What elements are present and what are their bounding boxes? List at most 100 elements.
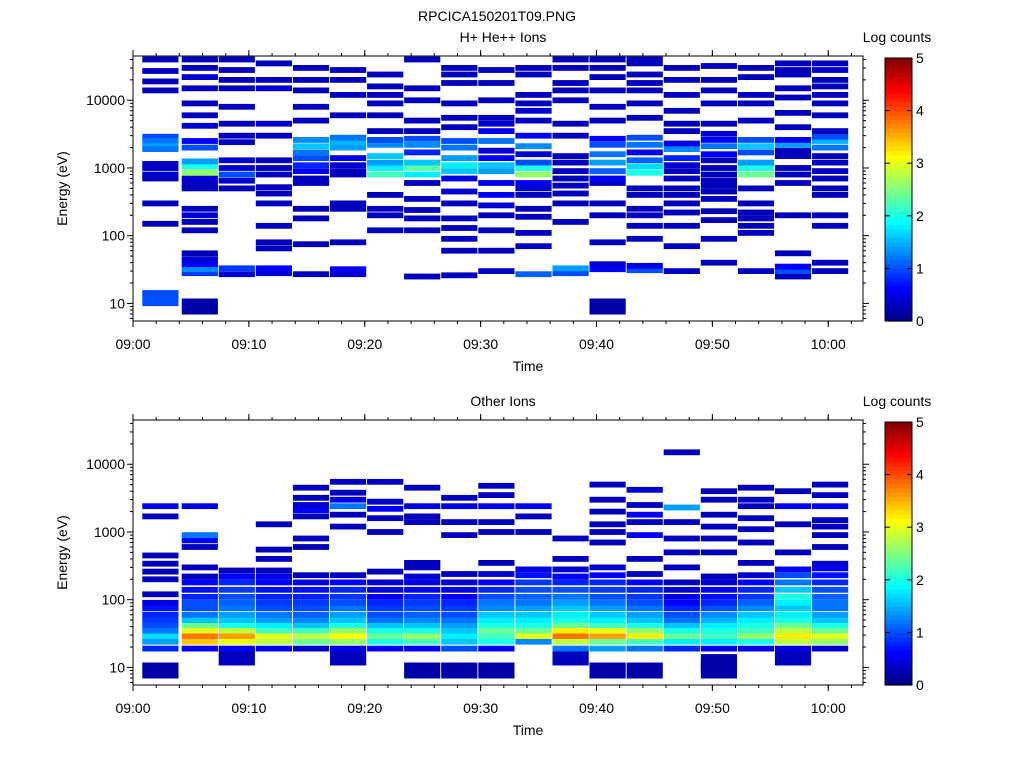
colorbar-gradient-step	[885, 58, 912, 63]
heatmap-cell	[292, 645, 330, 652]
heatmap-cell	[181, 256, 218, 263]
heatmap-cell	[700, 633, 737, 639]
heatmap-cell	[700, 488, 737, 495]
heatmap-cell	[404, 503, 441, 510]
heatmap-cell	[441, 503, 478, 510]
heatmap-cell	[404, 519, 441, 525]
heatmap-cell	[663, 175, 700, 182]
heatmap-cell	[142, 138, 179, 144]
heatmap-cell	[515, 599, 552, 606]
heatmap-cell	[589, 572, 626, 579]
heatmap-cell	[367, 112, 404, 119]
heatmap-cell	[700, 151, 737, 158]
heatmap-cell	[181, 599, 218, 606]
colorbar-gradient-step	[885, 242, 912, 248]
heatmap-cell	[478, 638, 515, 645]
colorbar-gradient-step	[885, 610, 912, 616]
heatmap-cell	[737, 617, 775, 623]
heatmap-cell	[142, 146, 179, 152]
heatmap-cell	[367, 478, 404, 485]
colorbar-gradient-step	[885, 237, 912, 243]
heatmap-cell	[700, 605, 737, 612]
heatmap-cell	[478, 128, 515, 134]
heatmap-cell	[292, 502, 330, 508]
heatmap-cell	[255, 599, 292, 606]
heatmap-cell	[737, 599, 775, 606]
heatmap-cell	[255, 633, 292, 639]
heatmap-cell	[218, 622, 255, 629]
heatmap-cell	[292, 65, 330, 71]
colorbar-gradient-step	[885, 448, 912, 454]
heatmap-cell	[478, 571, 515, 577]
heatmap-cell	[142, 133, 179, 140]
y-axis-label: Energy (eV)	[54, 151, 70, 226]
heatmap-cell	[700, 196, 737, 202]
heatmap-cell	[552, 566, 589, 573]
colorbar-label: Log counts	[863, 29, 932, 45]
colorbar-gradient-step	[885, 246, 912, 252]
heatmap-cell	[812, 67, 849, 73]
colorbar-gradient-step	[885, 544, 912, 550]
heatmap-cell	[515, 151, 552, 158]
heatmap-cell	[515, 230, 552, 236]
heatmap-cell	[515, 503, 552, 510]
heatmap-cell	[626, 599, 663, 606]
heatmap-cell	[626, 141, 663, 148]
heatmap-cell	[441, 175, 478, 182]
heatmap-cell	[515, 617, 552, 623]
heatmap-cell	[255, 521, 292, 528]
heatmap-cell	[142, 87, 179, 94]
heatmap-cell	[626, 149, 663, 156]
colorbar-gradient-step	[885, 549, 912, 555]
heatmap-cell	[218, 271, 255, 278]
heatmap-cell	[478, 560, 515, 566]
heatmap-cell	[812, 517, 849, 523]
heatmap-cell	[589, 239, 626, 246]
colorbar-gradient-step	[885, 211, 912, 217]
heatmap-cell	[441, 571, 478, 577]
heatmap-cell	[552, 270, 589, 277]
heatmap-cell	[589, 521, 626, 528]
heatmap-cell	[404, 227, 441, 234]
heatmap-cell	[812, 112, 849, 119]
heatmap-cell	[700, 579, 737, 586]
heatmap-cell	[218, 157, 255, 164]
x-tick-label: 09:50	[695, 336, 730, 352]
heatmap-cell	[441, 100, 478, 107]
heatmap-cell	[737, 586, 775, 593]
heatmap-cell	[142, 161, 179, 167]
heatmap-cell	[700, 182, 737, 189]
heatmap-cell	[441, 247, 478, 254]
colorbar-gradient-step	[885, 619, 912, 625]
colorbar-gradient-step	[885, 207, 912, 213]
heatmap-cell	[255, 579, 292, 586]
heatmap-cell	[218, 171, 255, 178]
heatmap-cell	[774, 645, 812, 652]
heatmap-cell	[774, 85, 812, 92]
colorbar-gradient-step	[885, 676, 912, 682]
heatmap-cell	[663, 586, 700, 593]
colorbar-gradient-step	[885, 88, 912, 94]
heatmap-cell	[478, 599, 515, 606]
heatmap-cell	[441, 168, 478, 174]
heatmap-cell	[142, 627, 179, 634]
heatmap-cell	[515, 586, 552, 593]
heatmap-cell	[478, 227, 515, 234]
heatmap-cell	[330, 162, 367, 169]
heatmap-cell	[737, 230, 775, 236]
colorbar-frame	[884, 421, 913, 686]
heatmap-cell	[181, 219, 218, 225]
heatmap-cell	[142, 605, 179, 612]
colorbar-tick-label: 1	[916, 260, 924, 276]
heatmap-cell	[663, 146, 700, 152]
heatmap-cell	[737, 560, 775, 566]
heatmap-cell	[255, 165, 292, 171]
colorbar-gradient-step	[885, 224, 912, 230]
heatmap-cell	[255, 556, 292, 562]
colorbar-gradient-step	[885, 540, 912, 546]
heatmap-cell	[478, 529, 515, 535]
colorbar-gradient-step	[885, 496, 912, 502]
heatmap-cell	[441, 633, 478, 639]
heatmap-cell	[589, 135, 626, 142]
heatmap-cell	[626, 267, 663, 274]
